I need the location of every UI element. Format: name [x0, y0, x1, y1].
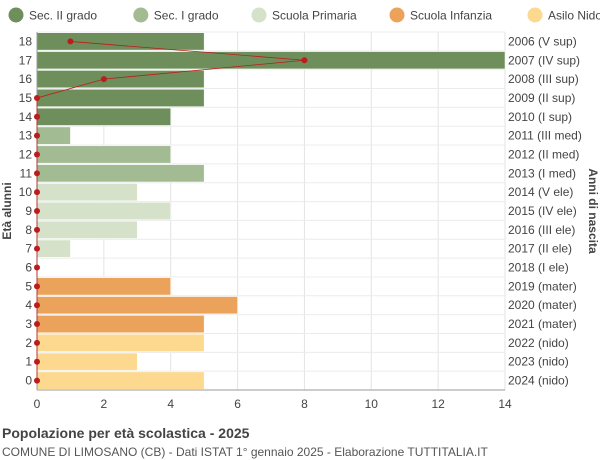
bar-age-11 — [36, 164, 205, 183]
legend-label-sec1: Sec. I grado — [154, 9, 219, 23]
y-tick-label-year: 2009 (II sup) — [508, 91, 575, 105]
legend-marker-prim — [251, 7, 267, 23]
bar-age-15 — [36, 89, 205, 107]
bar-age-16 — [36, 70, 205, 89]
y-tick-label-age: 5 — [25, 279, 32, 293]
stranieri-point-age-9 — [34, 208, 40, 214]
stranieri-point-age-11 — [34, 170, 40, 177]
stranieri-point-age-7 — [34, 245, 40, 252]
stranieri-point-age-18 — [67, 38, 74, 45]
stranieri-point-age-15 — [34, 94, 40, 101]
stranieri-point-age-13 — [34, 132, 40, 139]
y-tick-label-year: 2013 (I med) — [508, 166, 576, 180]
y-tick-label-age: 4 — [25, 298, 32, 312]
y-tick-label-year: 2017 (II ele) — [508, 242, 572, 256]
chart-svg: Sec. II grado Sec. I grado Scuola Primaria… — [0, 7, 600, 411]
y-tick-label-age: 6 — [25, 261, 32, 275]
x-tick-label: 0 — [34, 397, 41, 411]
x-tick-label: 14 — [498, 397, 512, 411]
y-axis-title-left: Età alunni — [0, 182, 14, 239]
legend-marker-sec2 — [8, 7, 24, 23]
bar-age-4 — [36, 296, 238, 315]
bar-age-8 — [36, 220, 138, 239]
stranieri-point-age-1 — [34, 358, 40, 365]
y-tick-label-year: 2021 (mater) — [508, 317, 577, 331]
bar-age-12 — [36, 145, 171, 164]
stranieri-point-age-14 — [34, 113, 40, 120]
stranieri-point-age-17 — [301, 57, 308, 64]
y-tick-label-age: 3 — [25, 317, 32, 331]
stranieri-point-age-0 — [34, 377, 40, 384]
y-tick-label-age: 0 — [25, 374, 32, 388]
bar-age-14 — [36, 107, 171, 126]
bar-age-3 — [36, 315, 205, 333]
y-tick-label-age: 15 — [19, 91, 33, 105]
x-tick-label: 10 — [365, 397, 379, 411]
y-tick-label-age: 10 — [19, 185, 33, 199]
y-tick-label-year: 2012 (II med) — [508, 147, 579, 161]
y-tick-label-year: 2014 (V ele) — [508, 185, 573, 199]
chart-footer-title: Popolazione per età scolastica - 2025 — [2, 425, 250, 441]
y-tick-label-year: 2019 (mater) — [508, 279, 577, 293]
y-tick-label-year: 2022 (nido) — [508, 336, 569, 350]
y-axis-title-right: Anni di nascita — [586, 168, 600, 254]
bar-age-1 — [36, 352, 138, 371]
x-tick-label: 4 — [167, 397, 174, 411]
y-tick-label-age: 12 — [19, 147, 33, 161]
y-tick-label-year: 2007 (IV sup) — [508, 53, 580, 67]
bar-age-5 — [36, 277, 171, 296]
x-tick-label: 2 — [101, 397, 108, 411]
bar-age-2 — [36, 333, 205, 352]
y-tick-label-age: 13 — [19, 129, 33, 143]
y-tick-label-year: 2006 (V sup) — [508, 34, 577, 48]
y-tick-label-year: 2020 (mater) — [508, 298, 577, 312]
bar-age-0 — [36, 371, 205, 390]
stranieri-point-age-3 — [34, 321, 40, 328]
legend-label-sec2: Sec. II grado — [29, 9, 97, 23]
y-tick-label-age: 7 — [25, 242, 32, 256]
y-tick-label-age: 16 — [19, 72, 33, 86]
y-tick-label-year: 2016 (III ele) — [508, 223, 575, 237]
legend-label-nido: Asilo Nido — [548, 9, 600, 23]
stranieri-point-age-10 — [34, 189, 40, 196]
stranieri-point-age-5 — [34, 283, 40, 290]
stranieri-point-age-4 — [34, 302, 40, 309]
stranieri-point-age-6 — [34, 264, 40, 271]
y-tick-label-year: 2024 (nido) — [508, 374, 569, 388]
legend-marker-inf — [389, 7, 405, 23]
y-tick-label-age: 11 — [20, 166, 33, 180]
y-tick-label-age: 17 — [19, 53, 33, 67]
legend-marker-sec1 — [133, 7, 149, 23]
bar-age-18 — [36, 32, 205, 51]
stranieri-point-age-8 — [34, 226, 40, 233]
y-tick-label-year: 2010 (I sup) — [508, 110, 572, 124]
y-tick-label-year: 2018 (I ele) — [508, 261, 569, 275]
bar-age-9 — [36, 202, 171, 220]
stranieri-point-age-12 — [34, 151, 40, 158]
y-tick-label-year: 2011 (III med) — [508, 129, 582, 143]
y-tick-label-age: 14 — [19, 110, 33, 124]
bar-age-7 — [36, 239, 71, 258]
y-tick-label-age: 2 — [25, 336, 32, 350]
bar-age-17 — [36, 51, 506, 70]
y-tick-label-year: 2023 (nido) — [508, 355, 569, 369]
y-tick-label-year: 2008 (III sup) — [508, 72, 579, 86]
y-tick-label-age: 1 — [25, 355, 32, 369]
chart-footer-subtitle: COMUNE DI LIMOSANO (CB) - Dati ISTAT 1° … — [2, 445, 488, 459]
bar-age-10 — [36, 183, 138, 202]
y-tick-label-age: 18 — [19, 34, 33, 48]
y-tick-label-age: 8 — [25, 223, 32, 237]
bar-age-13 — [36, 126, 71, 145]
stranieri-point-age-16 — [100, 76, 107, 83]
y-tick-label-year: 2015 (IV ele) — [508, 204, 577, 218]
y-tick-label-age: 9 — [25, 204, 32, 218]
legend-label-prim: Scuola Primaria — [272, 9, 357, 23]
x-tick-label: 12 — [431, 397, 445, 411]
x-tick-label: 8 — [301, 397, 308, 411]
x-tick-label: 6 — [234, 397, 241, 411]
legend-label-inf: Scuola Infanzia — [410, 9, 492, 23]
legend-marker-nido — [527, 7, 543, 23]
stranieri-point-age-2 — [34, 339, 40, 346]
